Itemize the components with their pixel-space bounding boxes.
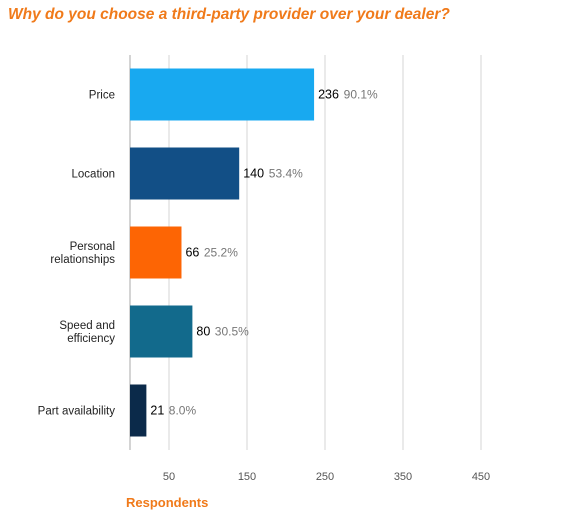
bar-percent-label: 90.1% — [344, 88, 378, 102]
bar — [130, 147, 240, 200]
x-tick-label: 350 — [394, 471, 412, 483]
bar-value-label: 66 — [185, 246, 199, 260]
category-label-line: Speed and — [59, 320, 115, 332]
bar-percent-label: 53.4% — [269, 167, 303, 181]
x-tick-label: 50 — [163, 471, 175, 483]
category-label: Part availability — [38, 406, 116, 418]
bar — [130, 226, 182, 279]
bar-value-label: 21 — [150, 404, 164, 418]
bar — [130, 384, 147, 437]
bar — [130, 68, 315, 121]
x-tick-label: 250 — [316, 471, 334, 483]
bar-value-label: 140 — [243, 167, 264, 181]
category-label-line: efficiency — [67, 333, 115, 345]
category-label-line: Location — [72, 169, 115, 181]
bar-value-label: 236 — [318, 88, 339, 102]
x-axis-label: Respondents — [126, 495, 209, 510]
bar — [130, 305, 193, 358]
category-label: Personal relationships — [50, 241, 115, 266]
category-label: Speed and efficiency — [59, 320, 115, 345]
category-label-line: relationships — [50, 254, 115, 266]
category-label-line: Personal — [70, 241, 115, 253]
x-tick-label: 450 — [472, 471, 490, 483]
category-label-line: Part availability — [38, 406, 116, 418]
category-label: Location — [72, 169, 115, 181]
bar-percent-label: 30.5% — [215, 325, 249, 339]
x-tick-label: 150 — [238, 471, 256, 483]
bar-value-label: 80 — [196, 325, 210, 339]
chart-title: Why do you choose a third-party provider… — [8, 6, 450, 23]
bar-percent-label: 8.0% — [169, 404, 197, 418]
category-label: Price — [89, 90, 115, 102]
bar-percent-label: 25.2% — [204, 246, 238, 260]
category-label-line: Price — [89, 90, 115, 102]
